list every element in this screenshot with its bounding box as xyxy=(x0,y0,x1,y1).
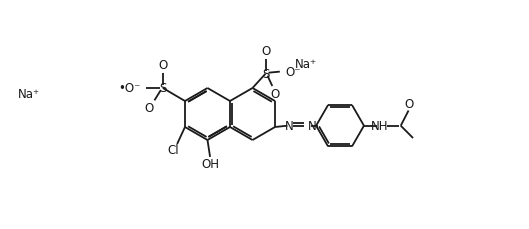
Text: Na⁺: Na⁺ xyxy=(18,87,40,100)
Text: S: S xyxy=(262,68,269,81)
Text: O: O xyxy=(271,87,280,100)
Text: NH: NH xyxy=(371,120,389,133)
Text: O: O xyxy=(404,98,413,111)
Text: O: O xyxy=(158,59,168,72)
Text: Na⁺: Na⁺ xyxy=(295,58,316,71)
Text: N: N xyxy=(285,120,294,133)
Text: OH: OH xyxy=(201,157,219,170)
Text: O⁻: O⁻ xyxy=(285,65,300,78)
Text: Cl: Cl xyxy=(168,143,179,156)
Text: •O⁻: •O⁻ xyxy=(118,82,140,95)
Text: N: N xyxy=(308,120,317,133)
Text: O: O xyxy=(145,101,154,114)
Text: O: O xyxy=(261,45,270,58)
Text: S: S xyxy=(159,82,167,95)
